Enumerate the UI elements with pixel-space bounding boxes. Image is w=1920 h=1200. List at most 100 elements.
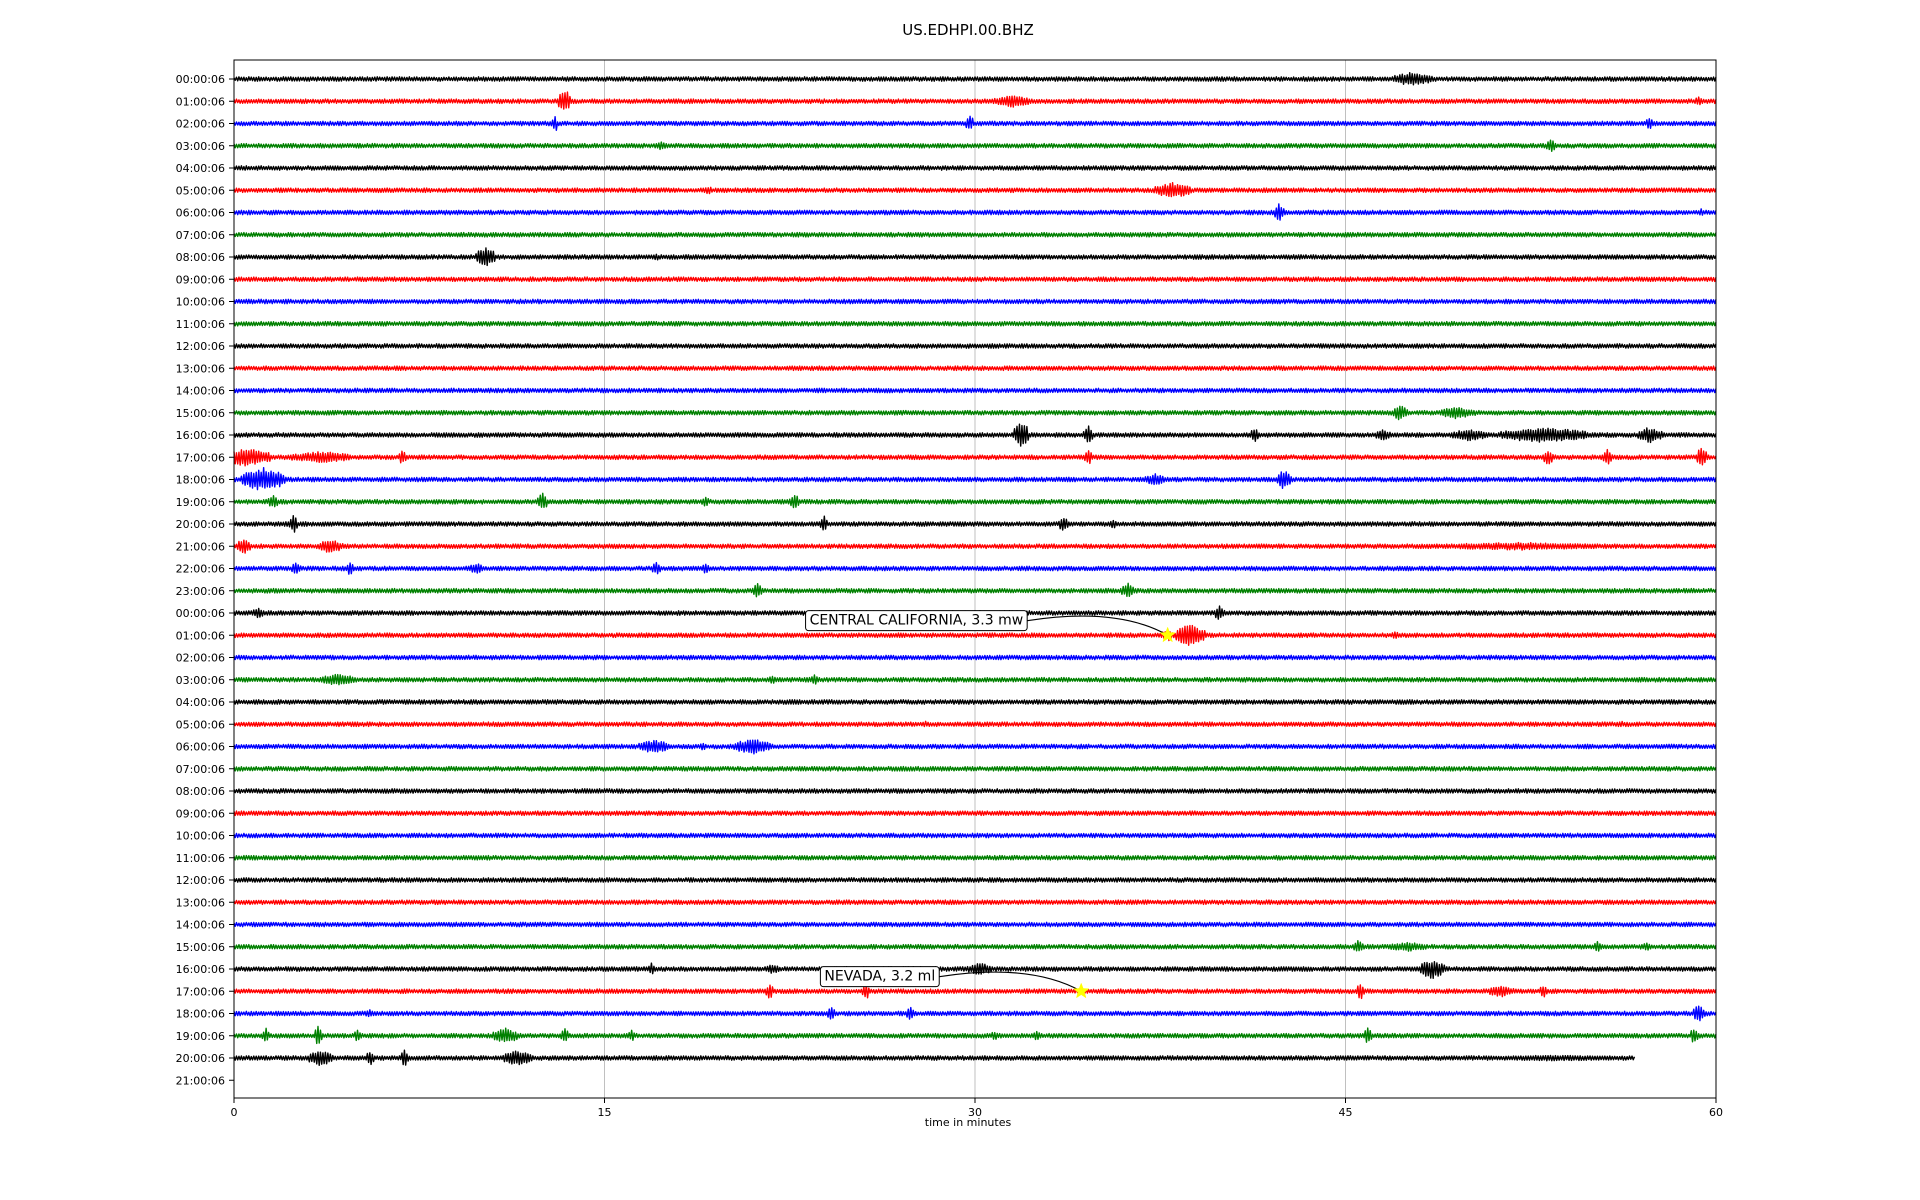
y-tick-label: 15:00:06	[176, 941, 225, 954]
trace-line-row-27	[233, 673, 1717, 686]
y-tick-label: 12:00:06	[176, 340, 225, 353]
event-star-icon	[1159, 626, 1176, 643]
y-tick-label: 09:00:06	[176, 807, 225, 820]
trace-line-row-1	[233, 91, 1717, 110]
y-tick-label: 16:00:06	[176, 429, 225, 442]
trace-line-row-35	[233, 854, 1717, 861]
chart-title: US.EDHPI.00.BHZ	[902, 21, 1034, 39]
x-tick-label: 30	[968, 1106, 982, 1119]
x-tick-label: 60	[1709, 1106, 1723, 1119]
trace-line-row-37	[233, 899, 1717, 906]
trace-line-row-5	[233, 182, 1717, 198]
trace-line-row-43	[233, 1025, 1717, 1045]
trace-line-row-23	[233, 582, 1717, 598]
y-tick-label: 08:00:06	[176, 251, 225, 264]
trace-line-row-11	[233, 320, 1717, 327]
event-annotation: CENTRAL CALIFORNIA, 3.3 mw	[805, 610, 1176, 643]
trace-line-row-17	[233, 447, 1717, 467]
grid-layer	[604, 60, 1346, 1098]
annotation-label: CENTRAL CALIFORNIA, 3.3 mw	[810, 613, 1024, 629]
y-tick-label: 07:00:06	[176, 229, 225, 242]
y-tick-label: 11:00:06	[176, 318, 225, 331]
y-tick-label: 07:00:06	[176, 763, 225, 776]
y-tick-label: 10:00:06	[176, 296, 225, 309]
y-tick-label: 06:00:06	[176, 207, 225, 220]
y-tick-label: 17:00:06	[176, 451, 225, 464]
event-star-icon	[1072, 982, 1090, 999]
y-tick-label: 19:00:06	[176, 1030, 225, 1043]
y-tick-label: 19:00:06	[176, 496, 225, 509]
y-tick-label: 00:00:06	[176, 73, 225, 86]
trace-line-row-36	[233, 877, 1717, 883]
trace-line-row-14	[233, 387, 1717, 394]
trace-line-row-44	[233, 1049, 1636, 1067]
x-tick-label: 0	[231, 1106, 238, 1119]
y-tick-label: 03:00:06	[176, 140, 225, 153]
trace-line-row-4	[233, 165, 1717, 171]
y-tick-label: 14:00:06	[176, 385, 225, 398]
trace-line-row-22	[233, 561, 1717, 575]
trace-line-row-42	[233, 1005, 1717, 1022]
y-tick-label: 03:00:06	[176, 674, 225, 687]
annotation-arrow	[1027, 615, 1168, 636]
trace-line-row-8	[233, 247, 1717, 267]
y-tick-label: 16:00:06	[176, 963, 225, 976]
y-tick-label: 21:00:06	[176, 1074, 225, 1087]
trace-line-row-40	[233, 960, 1717, 980]
trace-line-row-19	[233, 492, 1717, 509]
x-axis-label: time in minutes	[925, 1116, 1012, 1129]
trace-line-row-34	[233, 832, 1717, 839]
trace-line-row-32	[233, 788, 1717, 794]
annotation-label: NEVADA, 3.2 ml	[824, 969, 935, 985]
y-tick-label: 00:00:06	[176, 607, 225, 620]
trace-line-row-12	[233, 343, 1717, 349]
trace-line-row-26	[233, 654, 1717, 661]
trace-line-row-2	[233, 115, 1717, 131]
y-tick-label: 17:00:06	[176, 985, 225, 998]
trace-line-row-3	[233, 139, 1717, 153]
trace-line-row-7	[233, 231, 1717, 238]
y-tick-label: 10:00:06	[176, 830, 225, 843]
event-annotation: NEVADA, 3.2 ml	[819, 966, 1090, 999]
y-tick-label: 05:00:06	[176, 184, 225, 197]
trace-line-row-10	[233, 298, 1717, 305]
trace-line-row-38	[233, 921, 1717, 928]
x-tick-label: 45	[1339, 1106, 1353, 1119]
trace-line-row-21	[233, 539, 1717, 554]
trace-line-row-28	[233, 699, 1717, 705]
annotation-arrow	[939, 971, 1082, 992]
y-tick-label: 22:00:06	[176, 563, 225, 576]
y-tick-label: 02:00:06	[176, 652, 225, 665]
y-tick-label: 18:00:06	[176, 1008, 225, 1021]
y-tick-label: 08:00:06	[176, 785, 225, 798]
trace-line-row-30	[233, 739, 1717, 755]
x-tick-layer: 0 15 30 45 60	[231, 1098, 1723, 1119]
y-tick-layer: 00:00:06 01:00:06 02:00:06 03:00:06 04:00:06…	[176, 73, 234, 1087]
y-tick-label: 14:00:06	[176, 919, 225, 932]
trace-line-row-41	[233, 984, 1717, 1000]
y-tick-label: 02:00:06	[176, 118, 225, 131]
trace-line-row-25	[233, 624, 1717, 646]
trace-line-row-31	[233, 765, 1717, 772]
y-tick-label: 01:00:06	[176, 95, 225, 108]
trace-line-row-39	[233, 939, 1717, 952]
trace-line-row-18	[233, 466, 1717, 491]
y-tick-label: 18:00:06	[176, 474, 225, 487]
y-tick-label: 13:00:06	[176, 896, 225, 909]
y-tick-label: 11:00:06	[176, 852, 225, 865]
trace-line-row-29	[233, 720, 1717, 728]
x-tick-label: 15	[598, 1106, 612, 1119]
trace-layer	[233, 71, 1717, 1067]
y-tick-label: 21:00:06	[176, 540, 225, 553]
y-tick-label: 01:00:06	[176, 629, 225, 642]
trace-line-row-20	[233, 514, 1717, 533]
trace-line-row-0	[233, 71, 1717, 86]
y-tick-label: 05:00:06	[176, 718, 225, 731]
y-tick-label: 23:00:06	[176, 585, 225, 598]
y-tick-label: 04:00:06	[176, 696, 225, 709]
y-tick-label: 15:00:06	[176, 407, 225, 420]
y-tick-label: 13:00:06	[176, 362, 225, 375]
y-tick-label: 20:00:06	[176, 518, 225, 531]
